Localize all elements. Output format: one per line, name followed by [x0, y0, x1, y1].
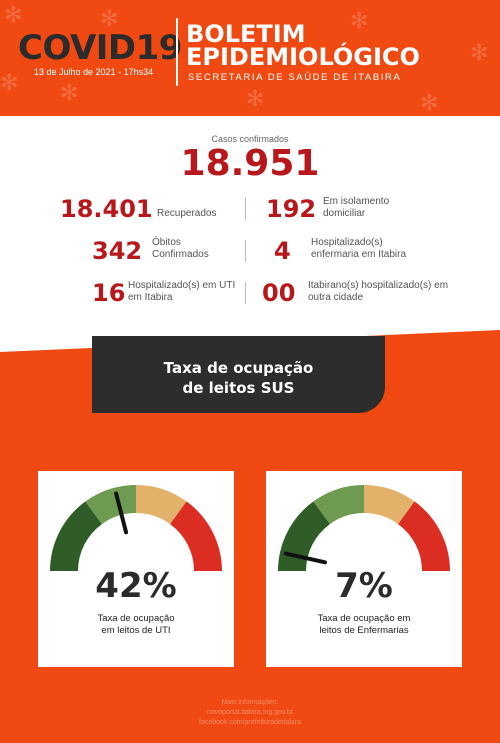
home-isolation-value: 192 — [266, 195, 317, 223]
snowflake-icon: ✻ — [100, 6, 119, 31]
stat-divider — [245, 240, 246, 262]
page-subtitle: SECRETARIA DE SAÚDE DE ITABIRA — [188, 72, 402, 83]
ward-occupancy-percent: 7% — [335, 566, 393, 606]
gauge-segment — [170, 501, 222, 571]
stat-divider — [245, 198, 246, 220]
footer-more-info: Mais informações: — [221, 699, 279, 706]
footer-website-link[interactable]: novoportal.itabira.mg.gov.br — [206, 709, 294, 716]
snowflake-icon: ✻ — [60, 80, 79, 105]
gauge-segment — [136, 485, 187, 525]
gauge-needle — [283, 551, 327, 565]
icu-occupancy-percent: 42% — [95, 566, 177, 606]
icu-gauge — [50, 485, 222, 571]
gauge-segment — [313, 485, 364, 525]
page-title-line2: EPIDEMIOLÓGICO — [186, 43, 420, 71]
ward-hospitalized-label: Hospitalizado(s) enfermaria em Itabira — [311, 237, 407, 260]
other-city-hospitalized-value: 00 — [262, 279, 296, 307]
home-isolation-label: Em isolamento domiciliar — [323, 196, 390, 219]
ward-caption-line1: Taxa de ocupação em — [317, 613, 411, 624]
ward-occupancy-card: 7% Taxa de ocupação em leitos de Enferma… — [266, 471, 462, 667]
icu-caption-line1: Taxa de ocupação — [97, 613, 175, 624]
confirmed-value: 18.951 — [180, 143, 320, 184]
icu-occupancy-card: 42% Taxa de ocupação em leitos de UTI — [38, 471, 234, 667]
bulletin-date: 13 de Julho de 2021 - 17hs34 — [34, 67, 154, 77]
other-city-hospitalized-label: Itabirano(s) hospitalizado(s) em outra c… — [308, 280, 449, 303]
page-title: BOLETIM — [186, 20, 306, 48]
deaths-value: 342 — [92, 237, 143, 265]
confirmed-label: Casos confirmados — [211, 134, 289, 144]
icu-hospitalized-value: 16 — [92, 279, 126, 307]
header-divider — [176, 18, 178, 86]
ward-caption-line2: leitos de Enfermarias — [319, 625, 409, 636]
gauge-segment — [50, 501, 102, 571]
gauge-needle — [114, 491, 129, 535]
occupancy-title-line2: de leitos SUS — [182, 379, 295, 397]
stat-divider — [245, 282, 246, 304]
snowflake-icon: ✻ — [470, 40, 489, 65]
ward-occupancy-caption: Taxa de ocupação em leitos de Enfermaria… — [266, 613, 462, 637]
recovered-value: 18.401 — [60, 195, 153, 223]
gauge-segment — [364, 485, 415, 525]
icu-occupancy-caption: Taxa de ocupação em leitos de UTI — [38, 613, 234, 637]
covid19-logo: COVID19 — [18, 28, 182, 68]
occupancy-title-line1: Taxa de ocupação — [163, 359, 314, 377]
occupancy-title: Taxa de ocupação de leitos SUS — [92, 358, 385, 398]
icu-caption-line2: em leitos de UTI — [101, 625, 171, 636]
occupancy-title-box — [92, 336, 385, 413]
recovered-label: Recuperados — [157, 208, 217, 219]
icu-hospitalized-label: Hospitalizado(s) em UTI em Itabira — [128, 280, 236, 303]
snowflake-icon: ✻ — [350, 8, 369, 33]
snowflake-icon: ✻ — [246, 86, 265, 111]
snowflake-icon: ✻ — [420, 90, 439, 115]
snowflake-icon: ✻ — [0, 70, 19, 95]
ward-gauge — [278, 485, 450, 571]
snowflake-icon: ✻ — [4, 2, 23, 27]
gauge-segment — [398, 501, 450, 571]
deaths-label: Óbitos Confirmados — [152, 237, 209, 260]
header-banner: ✻ ✻ ✻ ✻ ✻ ✻ ✻ ✻ — [0, 0, 500, 116]
footer-info: Mais informações: novoportal.itabira.mg.… — [0, 698, 500, 728]
footer-facebook-link[interactable]: facebook.com/prefeituradeitabira — [199, 719, 301, 726]
ward-hospitalized-value: 4 — [274, 237, 291, 265]
